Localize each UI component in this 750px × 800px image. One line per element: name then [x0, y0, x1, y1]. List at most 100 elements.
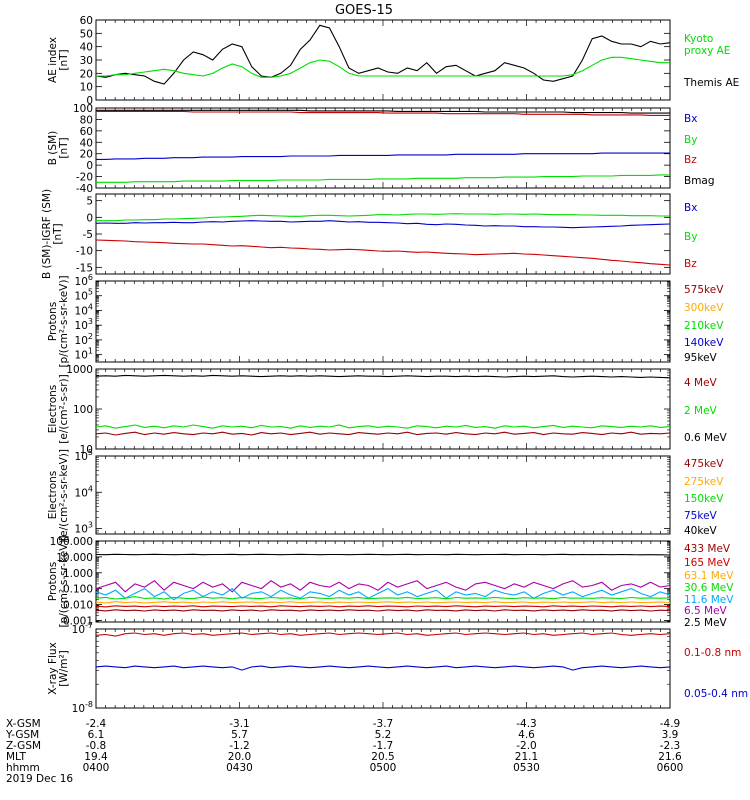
series-line-green	[96, 56, 670, 78]
y-tick-label: 30	[80, 55, 93, 67]
y-tick-label: 100.000	[50, 536, 93, 548]
legend-entry: 300keV	[684, 302, 724, 314]
series-line-blue	[95, 220, 671, 229]
series-line-black	[95, 374, 671, 379]
legend-entry: 433 MeV	[684, 543, 731, 555]
legend-entry: 210keV	[684, 320, 724, 332]
panel-frame	[95, 19, 671, 101]
y-axis-label: Protons[p/(cm²-s-sr-keV)]	[47, 275, 70, 367]
series-line-blue	[95, 665, 671, 671]
y-axis-label: B (SM)-IGRF (SM)[nT]	[41, 189, 64, 279]
y-tick-label: 103	[75, 317, 93, 332]
legend-entry: 75keV	[684, 510, 718, 522]
series-line-green	[95, 596, 671, 600]
orbit-value: 0500	[370, 762, 397, 774]
y-axis-label: X-ray Flux[W/m²]	[47, 642, 70, 695]
y-tick-label: 50	[80, 28, 93, 40]
y-tick-label: 5	[86, 196, 93, 208]
legend-entry: 2.5 MeV	[684, 617, 728, 629]
orbit-value: 20.0	[228, 751, 251, 763]
panel-8: 10-8 10-7X-ray Flux[W/m²] 0.1-0.8 nm 0.05-0…	[47, 621, 748, 715]
orbit-row-label: hhmm	[6, 762, 40, 774]
orbit-value: 5.2	[375, 729, 392, 741]
legend-entry: 11.6 MeV	[684, 594, 734, 606]
y-tick-label: -10	[76, 246, 93, 258]
legend-entry: 140keV	[684, 337, 724, 349]
panel-7: 0.001 0.010 0.100 1.000 10.000 100.000Protons…	[47, 535, 734, 629]
y-axis-label: Electrons[e/(cm²-s-sr)]	[47, 374, 70, 443]
orbit-value: 0430	[226, 762, 253, 774]
y-tick-label: -20	[76, 172, 93, 184]
y-tick-label: 40	[80, 137, 93, 149]
series-line-darkred	[95, 431, 671, 436]
y-tick-label: 0	[86, 95, 93, 107]
series-line-green	[96, 213, 670, 222]
orbit-value: -3.1	[229, 718, 250, 730]
y-tick-label: 0.100	[63, 584, 93, 596]
orbit-value: 0530	[513, 762, 540, 774]
panel-frame	[95, 368, 671, 450]
legend-entry: 0.1-0.8 nm	[684, 647, 741, 659]
series-line-green	[95, 424, 671, 429]
y-tick-label: 20	[80, 68, 93, 80]
orbit-value: 3.9	[662, 729, 679, 741]
y-axis-label: AE index[nT]	[47, 37, 70, 83]
y-tick-label: 105	[75, 448, 93, 463]
y-tick-label: 80	[80, 114, 93, 126]
orbit-value: 0600	[657, 762, 684, 774]
legend-entry: 6.5 MeV	[684, 605, 728, 617]
series-line-green	[96, 174, 670, 183]
series-line-red	[95, 632, 671, 637]
legend-entry: Kyoto	[684, 33, 713, 45]
y-tick-label: 10-7	[72, 621, 93, 636]
orbit-value: -1.7	[373, 740, 394, 752]
legend-entry: Themis AE	[683, 77, 739, 89]
y-tick-label: 10	[80, 444, 93, 456]
legend-entry: Bx	[684, 202, 697, 214]
orbit-value: -2.4	[86, 718, 107, 730]
series-line-red	[96, 110, 670, 116]
orbit-value: -4.9	[660, 718, 681, 730]
y-axis-label: Electrons[e/(cm²-s-sr-keV)]	[47, 449, 70, 541]
orbit-value: 21.1	[515, 751, 538, 763]
y-tick-label: -40	[76, 183, 93, 195]
y-tick-label: 101	[75, 347, 93, 362]
legend-entry: 165 MeV	[684, 557, 731, 569]
orbit-row-label: Y-GSM	[5, 729, 39, 741]
y-tick-label: 103	[75, 521, 93, 536]
y-tick-label: 106	[75, 273, 93, 288]
y-tick-label: 1000	[66, 364, 93, 376]
orbit-value: -3.7	[373, 718, 394, 730]
y-tick-label: 0.001	[63, 615, 93, 627]
orbit-value: -2.3	[660, 740, 681, 752]
legend-entry: 575keV	[684, 284, 724, 296]
legend-entry: Bz	[684, 154, 697, 166]
orbit-value: 0400	[83, 762, 110, 774]
orbit-value: 5.7	[231, 729, 248, 741]
legend-entry: 4 MeV	[684, 377, 718, 389]
plot-title: GOES-15	[335, 3, 393, 18]
y-tick-label: 60	[80, 15, 93, 27]
legend-entry: Bmag	[684, 175, 715, 187]
series-line-black	[95, 24, 671, 85]
panel-frame	[95, 628, 671, 709]
series-line-orange	[95, 601, 671, 604]
series-line-black	[95, 553, 671, 556]
y-tick-label: 10-8	[72, 700, 93, 715]
orbit-table: X-GSM -2.4 -3.1 -3.7 -4.3 -4.9 Y-GSM 6.1 5.7 5.2 4…	[5, 718, 683, 785]
legend-entry: 0.6 MeV	[684, 432, 728, 444]
panel-3: -15 -10 -5 0 5 B (SM)-IGRF (SM)[nT] Bx By Bz	[41, 189, 697, 279]
orbit-row-label: X-GSM	[6, 718, 41, 730]
y-tick-label: 0	[86, 160, 93, 172]
orbit-value: 6.1	[88, 729, 105, 741]
y-tick-label: 10	[80, 82, 93, 94]
orbit-value: 21.6	[658, 751, 682, 763]
legend-entry: 275keV	[684, 476, 724, 488]
orbit-value: 20.5	[371, 751, 394, 763]
y-tick-label: 0	[86, 212, 93, 224]
legend-entry: proxy AE	[684, 45, 730, 57]
